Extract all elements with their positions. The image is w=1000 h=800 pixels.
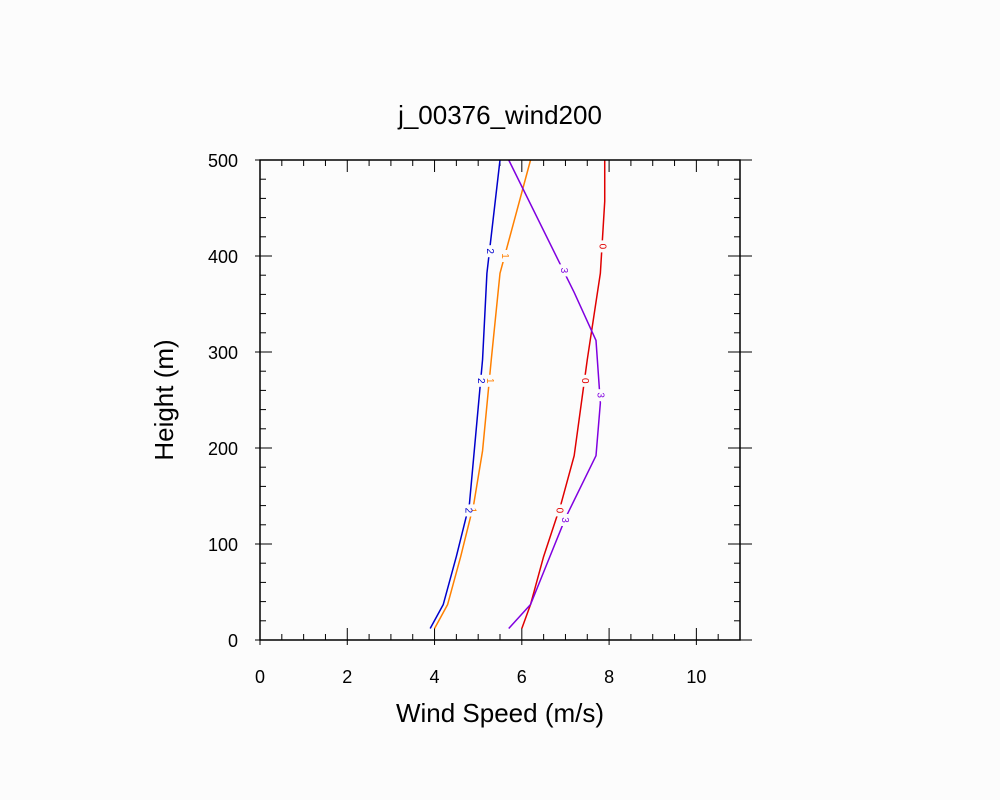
series-line-0 [521, 160, 606, 629]
chart-title: j_00376_wind200 [397, 100, 602, 130]
y-tick-label: 500 [208, 151, 238, 171]
series-label-bg [468, 504, 477, 517]
y-tick-label: 100 [208, 535, 238, 555]
series-label-bg [500, 250, 509, 262]
series-label-bg [597, 240, 606, 253]
series-label-3: 3 [594, 392, 605, 398]
series-label-bg [554, 504, 563, 517]
y-tick-label: 300 [208, 343, 238, 363]
x-axis-title: Wind Speed (m/s) [396, 698, 604, 728]
series-label-bg [595, 389, 604, 402]
x-tick-label: 6 [517, 667, 527, 687]
series-line-3 [508, 159, 602, 629]
x-tick-label: 0 [255, 667, 265, 687]
series-label-1: 1 [499, 253, 510, 259]
x-tick-label: 4 [430, 667, 440, 687]
series-label-bg [485, 374, 494, 387]
x-tick-label: 10 [686, 667, 706, 687]
series-label-1: 1 [467, 508, 478, 514]
y-tick-label: 0 [228, 631, 238, 651]
series-label-3: 3 [559, 517, 570, 523]
series-label-bg [485, 245, 494, 258]
series-label-bg [476, 374, 485, 387]
plot-frame [259, 159, 741, 641]
series-label-0: 0 [596, 244, 607, 250]
series-label-bg [463, 504, 472, 517]
series-label-3: 3 [558, 268, 569, 274]
series-line-1 [433, 159, 532, 629]
series-label-0: 0 [579, 378, 590, 384]
x-tick-label: 8 [604, 667, 614, 687]
series-label-1: 1 [484, 378, 495, 384]
series-label-bg [559, 264, 568, 277]
y-tick-label: 400 [208, 247, 238, 267]
y-tick-label: 200 [208, 439, 238, 459]
series-label-0: 0 [553, 508, 564, 514]
series-label-bg [560, 514, 569, 526]
y-axis-title: Height (m) [149, 339, 179, 460]
series-label-bg [580, 374, 589, 387]
series-label-2: 2 [484, 248, 495, 254]
series-line-2 [429, 159, 501, 629]
x-tick-label: 2 [342, 667, 352, 687]
series-label-2: 2 [475, 378, 486, 384]
series-label-2: 2 [462, 508, 473, 514]
